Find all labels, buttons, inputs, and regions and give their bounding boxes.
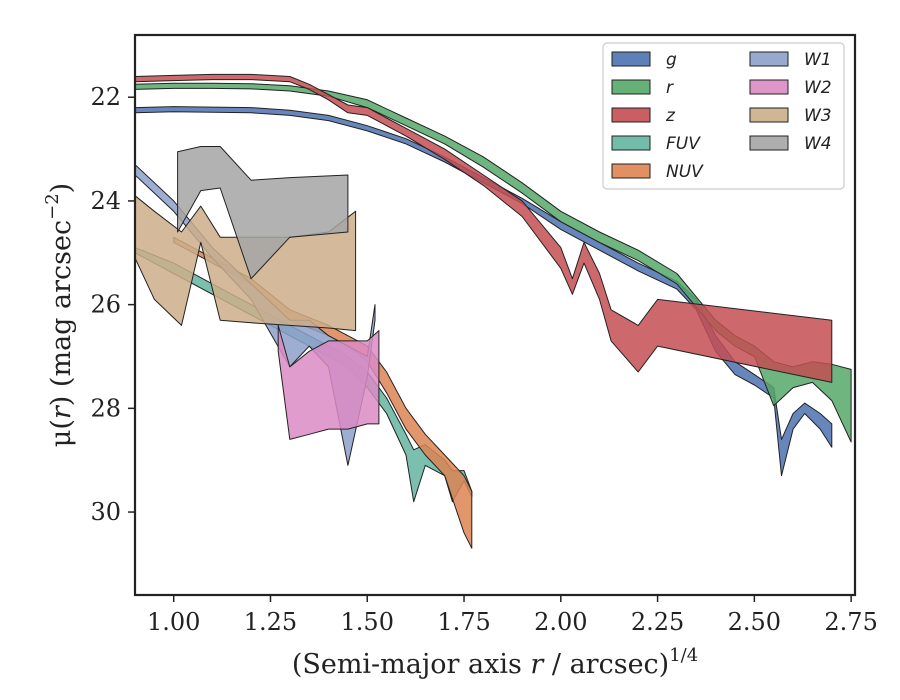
x-tick-label: 2.25	[631, 608, 684, 636]
legend-label-g: g	[666, 50, 677, 70]
legend-label-w1: W1	[804, 50, 832, 70]
legend-swatch-g	[611, 51, 651, 67]
x-tick-label: 1.75	[437, 608, 490, 636]
legend-swatch-w3	[749, 107, 789, 123]
y-tick-label: 30	[90, 498, 121, 526]
legend-swatch-fuv	[611, 135, 651, 151]
x-axis-label: (Semi-major axis r / arcsec)1/4	[292, 645, 698, 680]
legend-swatch-w4	[749, 135, 789, 151]
y-tick-label: 26	[90, 291, 121, 319]
x-tick-label: 1.50	[341, 608, 394, 636]
legend-label-w3: W3	[804, 106, 832, 126]
legend-swatch-w2	[749, 79, 789, 95]
legend-swatch-w1	[749, 51, 789, 67]
legend-swatch-z	[611, 107, 651, 123]
series-bands	[135, 73, 852, 549]
x-tick-label: 2.75	[824, 608, 877, 636]
legend-label-w2: W2	[804, 78, 832, 98]
x-tick-label: 1.00	[147, 608, 200, 636]
x-tick-label: 2.50	[728, 608, 781, 636]
legend: grz FUV NUV W1 W2 W3 W4	[602, 42, 845, 190]
legend-label-fuv: FUV	[666, 134, 701, 154]
band-w4	[177, 146, 349, 280]
legend-label-z: z	[665, 106, 676, 126]
legend-label-nuv: NUV	[666, 162, 704, 182]
x-tick-label: 2.00	[534, 608, 587, 636]
y-tick-label: 24	[90, 187, 121, 215]
band-r	[135, 82, 852, 443]
y-axis-ticks: 22 24 26 28 30	[90, 83, 135, 526]
x-axis-ticks: 1.00 1.25 1.50 1.75 2.00 2.25 2.50 2.75	[147, 595, 878, 636]
legend-label-r: r	[666, 78, 674, 98]
legend-swatch-r	[611, 79, 651, 95]
x-tick-label: 1.25	[244, 608, 297, 636]
legend-label-w4: W4	[804, 134, 832, 154]
band-w2	[277, 324, 380, 440]
y-tick-label: 22	[90, 83, 121, 111]
band-z	[135, 73, 833, 383]
plot-frame	[133, 33, 857, 597]
y-tick-label: 28	[90, 394, 121, 422]
legend-swatch-nuv	[611, 163, 651, 179]
y-axis-label: μ(r) (mag arcsec−2)	[42, 183, 77, 447]
